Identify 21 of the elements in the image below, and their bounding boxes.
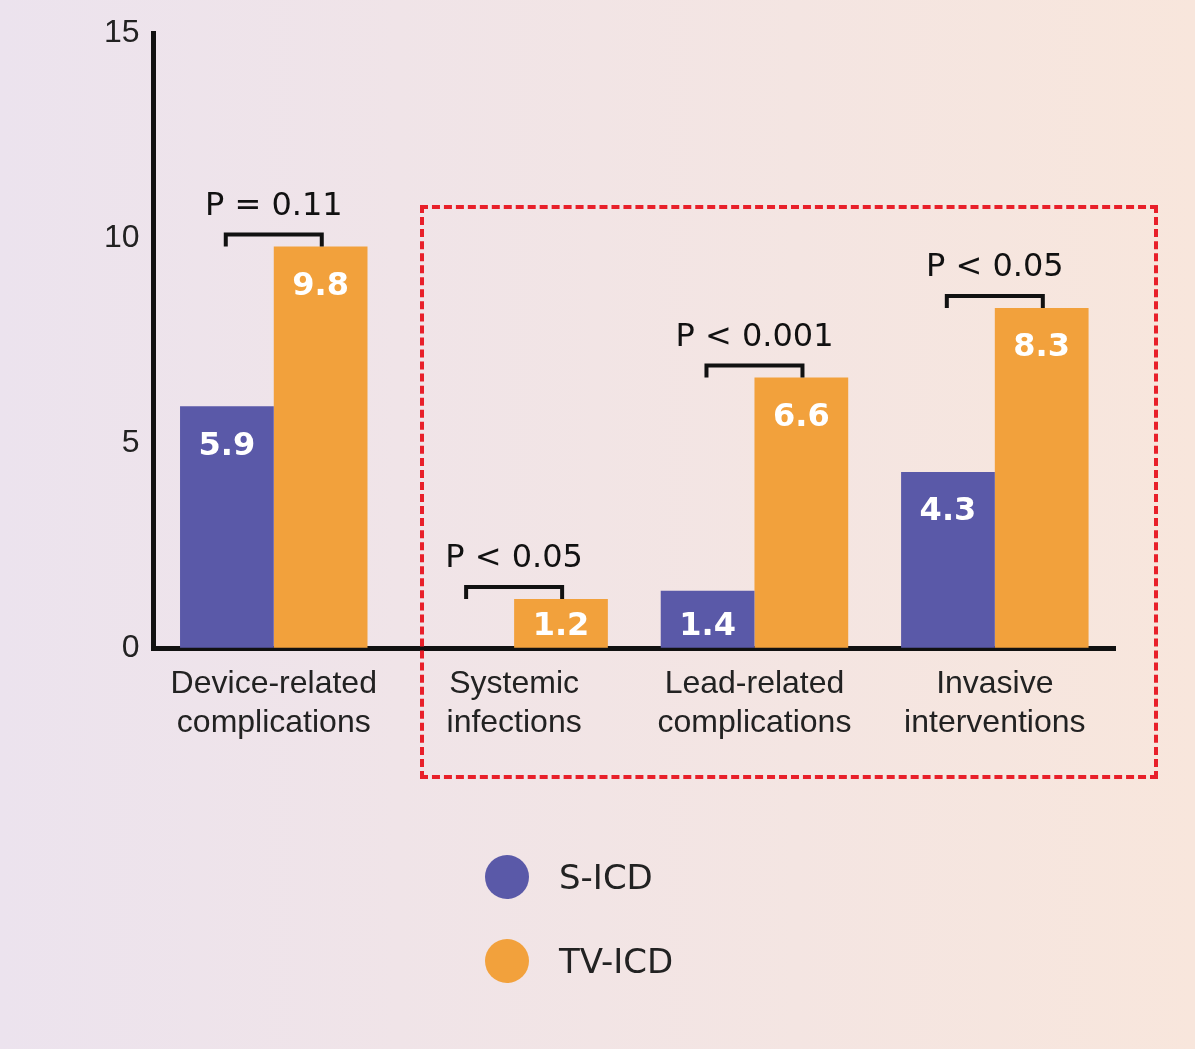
legend-label: TV-ICD — [559, 941, 674, 981]
y-tick-label: 10 — [104, 218, 140, 255]
data-label: 1.2 — [532, 604, 590, 643]
y-tick-label: 0 — [121, 628, 140, 665]
annotation: P < 0.05 — [925, 246, 1064, 285]
data-label: 4.3 — [919, 490, 977, 529]
y-tick-label: 5 — [121, 423, 140, 460]
legend-label: S-ICD — [559, 857, 653, 897]
annotation: P < 0.001 — [675, 315, 834, 354]
annotation: P < 0.05 — [445, 537, 583, 576]
x-tick-label: Device-related complications — [170, 664, 377, 739]
data-label: 5.9 — [198, 424, 256, 463]
data-label: 6.6 — [773, 395, 830, 434]
data-label: 8.3 — [1013, 326, 1071, 365]
y-tick-label: 15 — [104, 13, 140, 50]
x-tick-label: Systemic infections — [446, 664, 582, 739]
data-label: 1.4 — [679, 604, 736, 643]
annotation: P = 0.11 — [204, 184, 343, 223]
data-label: 9.8 — [292, 264, 349, 303]
x-tick-label: Invasive interventions — [904, 664, 1086, 739]
x-tick-label: Lead-related complications — [657, 664, 852, 739]
